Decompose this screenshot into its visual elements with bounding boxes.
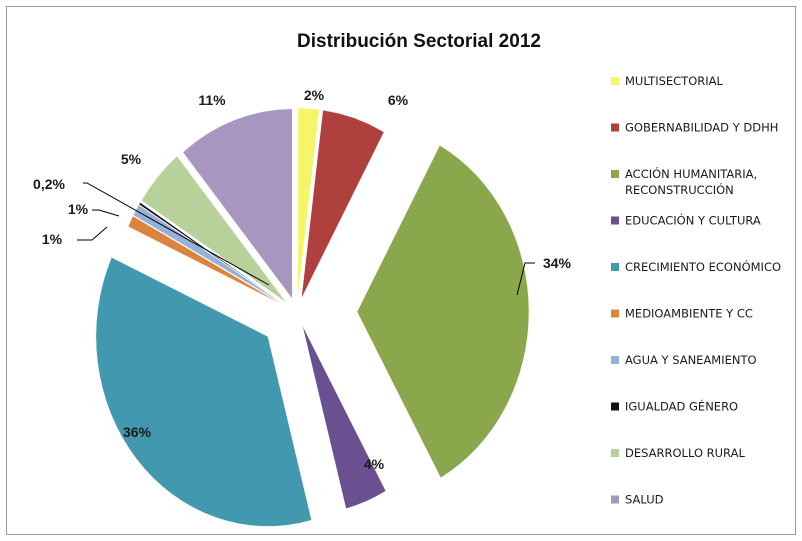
legend-swatch bbox=[611, 356, 619, 364]
legend-label: MEDIOAMBIENTE Y CC bbox=[625, 307, 753, 321]
legend-swatch bbox=[611, 449, 619, 457]
slice-accion-humanitaria-reconstruccion bbox=[356, 144, 530, 479]
percent-label-desarrollo-rural: 5% bbox=[121, 151, 142, 167]
legend-swatch bbox=[611, 216, 619, 225]
percent-label-educacion-y-cultura: 4% bbox=[364, 456, 385, 472]
percent-label-medioambiente-y-cc: 1% bbox=[42, 231, 63, 247]
legend-swatch bbox=[611, 309, 619, 318]
legend-item-gobernabilidad-y-ddhh: GOBERNABILIDAD Y DDHH bbox=[611, 121, 778, 135]
legend-label: AGUA Y SANEAMIENTO bbox=[625, 353, 757, 367]
leader-line-accion-humanitaria-reconstruccion bbox=[516, 262, 535, 296]
legend-swatch bbox=[611, 263, 619, 271]
legend-label: RECONSTRUCCIÓN bbox=[625, 182, 734, 197]
pie-chart: Distribución Sectorial 2012 2% 6% 34% 4% 36%… bbox=[33, 31, 781, 527]
legend-item-medioambiente-y-cc: MEDIOAMBIENTE Y CC bbox=[611, 307, 753, 321]
percent-label-salud: 11% bbox=[198, 92, 226, 108]
slice-desarrollo-rural bbox=[141, 155, 287, 303]
legend-item-multisectorial: MULTISECTORIAL bbox=[611, 74, 724, 88]
percent-label-igualdad-genero: 0,2% bbox=[33, 176, 65, 192]
legend-swatch bbox=[611, 170, 619, 178]
legend-item-salud: SALUD bbox=[611, 493, 664, 507]
legend-swatch bbox=[611, 123, 619, 132]
legend-item-crecimiento-economico: CRECIMIENTO ECONÓMICO bbox=[611, 259, 781, 274]
slice-medioambiente-y-cc bbox=[127, 215, 285, 306]
legend-label: MULTISECTORIAL bbox=[625, 74, 724, 88]
leader-lines-layer bbox=[77, 182, 535, 296]
legend-label: CRECIMIENTO ECONÓMICO bbox=[625, 259, 781, 274]
slice-gobernabilidad-y-ddhh bbox=[301, 109, 385, 299]
legend-label: ACCIÓN HUMANITARIA, bbox=[625, 166, 757, 181]
legend-item-igualdad-genero: IGUALDAD GÉNERO bbox=[611, 399, 738, 414]
legend-swatch bbox=[611, 402, 619, 411]
percent-label-multisectorial: 2% bbox=[304, 87, 325, 103]
legend-label: SALUD bbox=[625, 493, 664, 507]
legend-label: IGUALDAD GÉNERO bbox=[625, 399, 738, 414]
slice-salud bbox=[182, 108, 293, 300]
slice-educacion-y-cultura bbox=[301, 324, 387, 510]
legend-item-educacion-y-cultura: EDUCACIÓN Y CULTURA bbox=[611, 213, 761, 228]
legend-item-accion-humanitaria-reconstruccion: ACCIÓN HUMANITARIA,RECONSTRUCCIÓN bbox=[611, 166, 757, 197]
percent-labels-layer: 2% 6%34%4%36%1%1%0,2%5%11% bbox=[33, 87, 572, 472]
leader-line-agua-y-saneamiento bbox=[92, 209, 120, 217]
slice-crecimiento-economico bbox=[95, 256, 312, 527]
percent-label-accion-humanitaria-reconstruccion: 34% bbox=[543, 255, 572, 271]
percent-label-gobernabilidad-y-ddhh: 6% bbox=[388, 92, 409, 108]
legend-item-agua-y-saneamiento: AGUA Y SANEAMIENTO bbox=[611, 353, 757, 367]
legend-label: DESARROLLO RURAL bbox=[625, 446, 745, 460]
legend-item-desarrollo-rural: DESARROLLO RURAL bbox=[611, 446, 745, 460]
slices-layer bbox=[95, 107, 530, 527]
legend-label: GOBERNABILIDAD Y DDHH bbox=[625, 121, 778, 135]
chart-frame: Distribución Sectorial 2012 2% 6% 34% 4% 36%… bbox=[6, 6, 796, 535]
percent-label-crecimiento-economico: 36% bbox=[123, 424, 152, 440]
legend: MULTISECTORIAL GOBERNABILIDAD Y DDHH ACCIÓ… bbox=[611, 74, 781, 507]
leader-line-igualdad-genero bbox=[83, 182, 270, 286]
legend-swatch bbox=[611, 495, 619, 504]
legend-swatch bbox=[611, 77, 619, 85]
slice-multisectorial bbox=[297, 107, 320, 299]
chart-title: Distribución Sectorial 2012 bbox=[297, 31, 541, 52]
legend-label: EDUCACIÓN Y CULTURA bbox=[625, 213, 761, 228]
leader-line-medioambiente-y-cc bbox=[77, 226, 108, 241]
percent-label-agua-y-saneamiento: 1% bbox=[68, 201, 89, 217]
